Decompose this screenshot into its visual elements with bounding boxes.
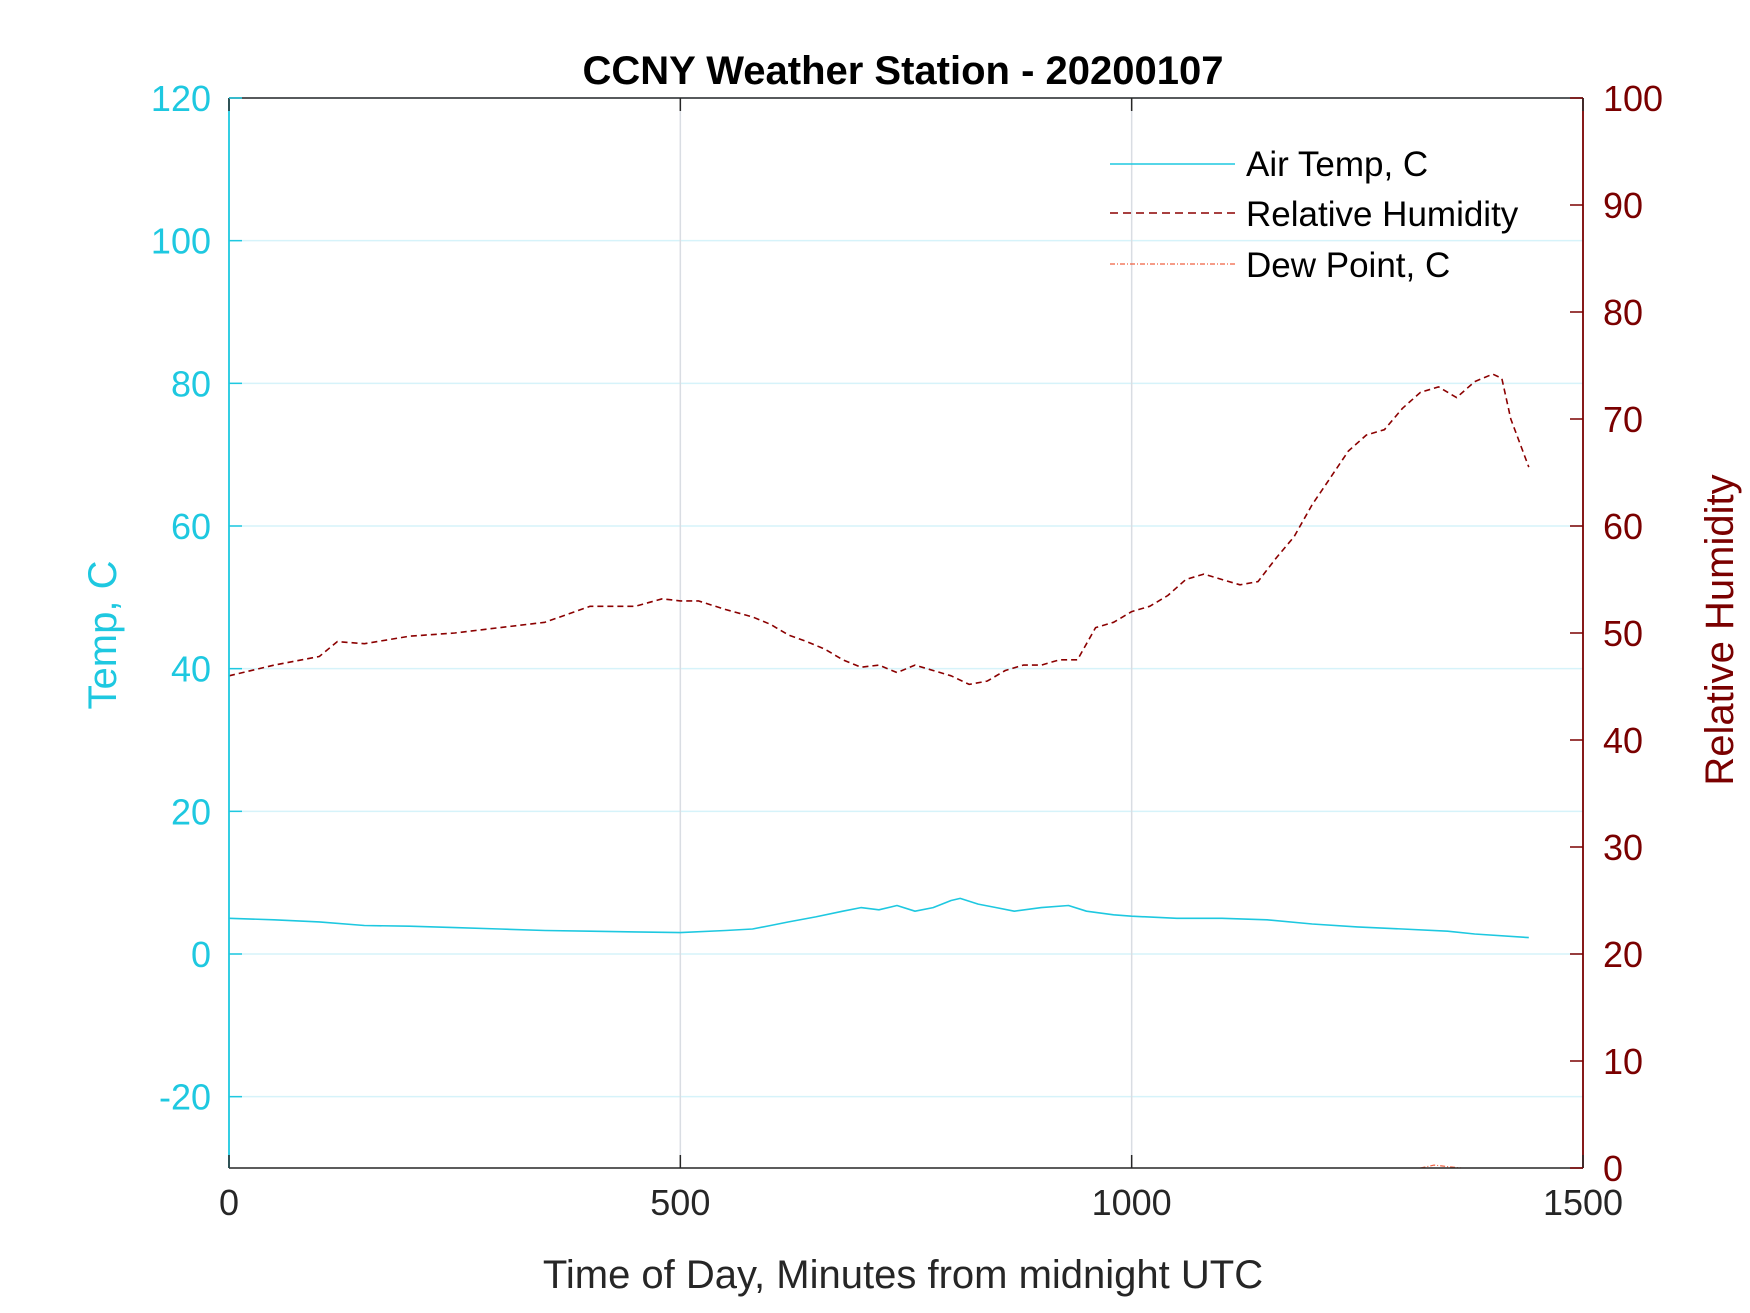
left-tick-label: -20 [159, 1077, 211, 1118]
right-tick-label: 80 [1603, 292, 1643, 333]
legend-label-dew-point: Dew Point, C [1246, 246, 1450, 285]
right-axis-label: Relative Humidity [1698, 474, 1742, 785]
legend-label-air-temp: Air Temp, C [1246, 145, 1428, 184]
left-tick-label: 0 [191, 934, 211, 975]
right-tick-label: 30 [1603, 827, 1643, 868]
right-tick-label: 40 [1603, 720, 1643, 761]
x-tick-label: 0 [219, 1182, 239, 1223]
legend-label-relative-humidity: Relative Humidity [1246, 195, 1519, 234]
legend: Air Temp, C Relative Humidity Dew Point,… [1110, 145, 1519, 285]
left-tick-label: 60 [171, 506, 211, 547]
right-tick-label: 90 [1603, 185, 1643, 226]
x-tick-label: 1000 [1092, 1182, 1172, 1223]
right-tick-label: 20 [1603, 934, 1643, 975]
left-axis-label: Temp, C [81, 561, 125, 710]
right-tick-label: 0 [1603, 1148, 1623, 1189]
right-tick-label: 60 [1603, 506, 1643, 547]
left-tick-label: 80 [171, 363, 211, 404]
axes [228, 97, 1584, 1169]
plot-area [228, 373, 1530, 1169]
x-axis-label: Time of Day, Minutes from midnight UTC [543, 1253, 1263, 1297]
chart-title: CCNY Weather Station - 20200107 [583, 49, 1224, 93]
right-tick-label: 100 [1603, 78, 1663, 119]
series-line-relative-humidity [228, 373, 1530, 686]
left-tick-label: 20 [171, 791, 211, 832]
right-tick-label: 50 [1603, 613, 1643, 654]
series-line-air-temp-c [228, 897, 1529, 939]
right-tick-label: 70 [1603, 399, 1643, 440]
left-axis-ticks: -20 0 20 40 60 80 100 120 [151, 78, 242, 1118]
left-tick-label: 100 [151, 221, 211, 262]
x-tick-label: 1500 [1543, 1182, 1623, 1223]
left-tick-label: 40 [171, 649, 211, 690]
x-axis-ticks: 0 500 1000 1500 [219, 98, 1623, 1223]
left-tick-label: 120 [151, 78, 211, 119]
right-axis-ticks: 0 10 20 30 40 50 60 70 80 90 100 [1570, 78, 1663, 1189]
grid-lines [229, 97, 1583, 1168]
x-tick-label: 500 [650, 1182, 710, 1223]
right-tick-label: 10 [1603, 1041, 1643, 1082]
